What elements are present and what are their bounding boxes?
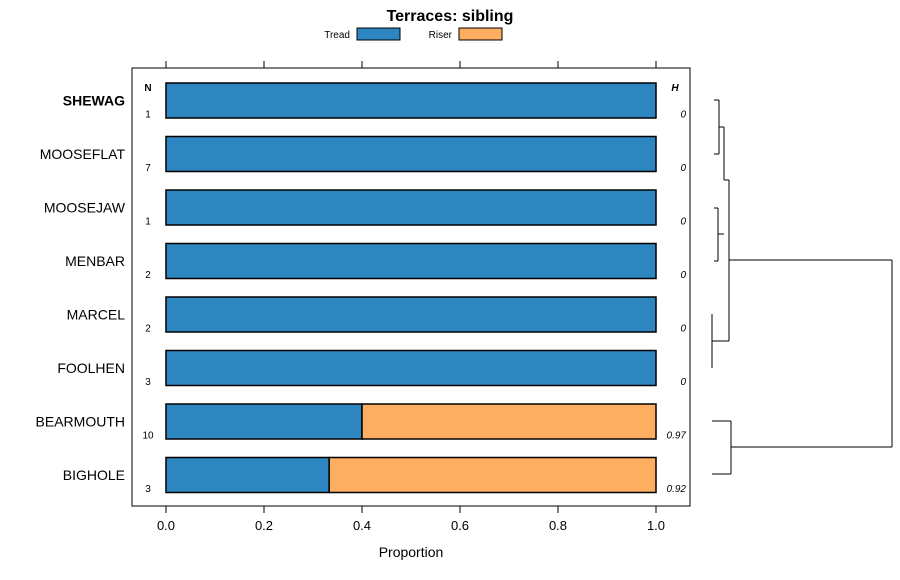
n-value-label: 1 — [145, 217, 151, 228]
n-value-label: 3 — [145, 377, 151, 388]
x-tick-label: 0.8 — [549, 518, 567, 533]
x-tick-label: 0.2 — [255, 518, 273, 533]
category-label: MOOSEFLAT — [40, 146, 126, 162]
bar-segment-tread — [165, 82, 657, 119]
bar-segment-tread — [165, 456, 330, 494]
x-tick-label: 0.0 — [157, 518, 175, 533]
category-label: BEARMOUTH — [36, 414, 125, 430]
legend-label-tread: Tread — [324, 30, 350, 41]
bar-segment-tread — [165, 403, 363, 440]
legend-swatch-riser — [458, 27, 503, 41]
category-label: MOOSEJAW — [44, 200, 126, 216]
n-value-label: 10 — [142, 431, 154, 442]
h-column-header: H — [671, 83, 679, 94]
bar-row: BIGHOLE 3 0.92 — [63, 456, 687, 495]
n-value-label: 2 — [145, 324, 151, 335]
h-value-label: 0 — [680, 270, 686, 281]
n-value-label: 2 — [145, 270, 151, 281]
n-value-label: 1 — [145, 110, 151, 121]
chart-title: Terraces: sibling — [387, 8, 514, 25]
bar-row: MOOSEJAW 1 0 — [44, 189, 686, 228]
x-tick-label: 1.0 — [647, 518, 665, 533]
legend-label-riser: Riser — [429, 30, 453, 41]
bar-segment-riser — [328, 456, 657, 494]
h-value-label: 0 — [680, 163, 686, 174]
x-tick-label: 0.6 — [451, 518, 469, 533]
h-value-label: 0.97 — [667, 431, 687, 442]
bar-segment-riser — [361, 403, 657, 440]
bar-row: SHEWAG 1 0 — [63, 82, 686, 121]
x-tick-label: 0.4 — [353, 518, 371, 533]
bar-row: MENBAR 2 0 — [65, 242, 686, 281]
bar-row: MOOSEFLAT 7 0 — [40, 135, 686, 174]
bar-segment-tread — [165, 135, 657, 173]
bar-segment-tread — [165, 349, 657, 387]
h-value-label: 0 — [680, 377, 686, 388]
n-value-label: 3 — [145, 484, 151, 495]
category-label: BIGHOLE — [63, 467, 125, 483]
category-label: SHEWAG — [63, 93, 125, 109]
plot-frame — [131, 67, 691, 507]
x-axis-ticks: 0.0 0.2 0.4 0.6 0.8 1.0 — [157, 61, 665, 533]
legend: Tread Riser — [324, 27, 503, 41]
h-value-label: 0.92 — [667, 484, 687, 495]
category-label: MARCEL — [67, 307, 126, 323]
bar-segment-tread — [165, 189, 657, 226]
dendrogram — [711, 99, 893, 475]
bar-row: BEARMOUTH 10 0.97 — [36, 403, 687, 442]
category-label: MENBAR — [65, 253, 125, 269]
n-column-header: N — [144, 83, 151, 94]
category-label: FOOLHEN — [57, 360, 125, 376]
bar-row: MARCEL 2 0 — [67, 296, 686, 335]
n-value-label: 7 — [145, 163, 151, 174]
x-axis-title: Proportion — [379, 544, 444, 560]
bar-segment-tread — [165, 242, 657, 280]
bar-segment-tread — [165, 296, 657, 333]
h-value-label: 0 — [680, 217, 686, 228]
h-value-label: 0 — [680, 324, 686, 335]
h-value-label: 0 — [680, 110, 686, 121]
legend-swatch-tread — [356, 27, 401, 41]
bar-row: FOOLHEN 3 0 — [57, 349, 686, 388]
